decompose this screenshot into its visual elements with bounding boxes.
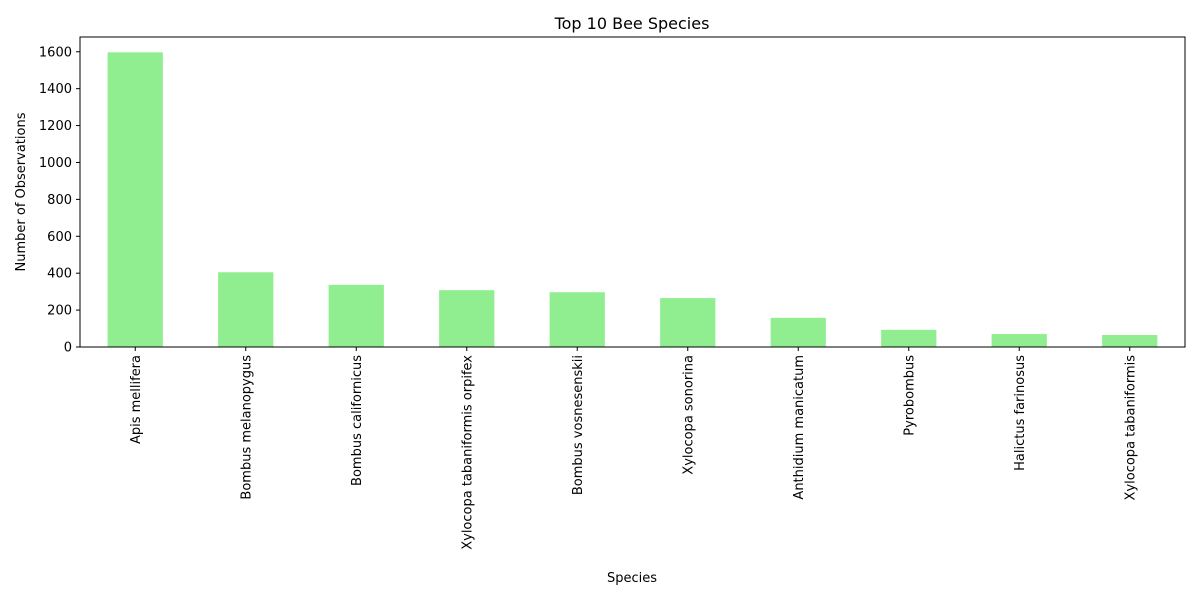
y-axis-label: Number of Observations bbox=[14, 112, 29, 271]
y-tick-label: 1400 bbox=[39, 82, 72, 97]
x-tick-label: Anthidium manicatum bbox=[792, 355, 807, 500]
y-tick-label: 1000 bbox=[39, 156, 72, 171]
chart-title: Top 10 Bee Species bbox=[554, 14, 710, 33]
y-axis: 0 200 400 600 800 1000 1200 1400 1600 bbox=[39, 45, 80, 356]
x-tick-label: Bombus melanopygus bbox=[239, 355, 254, 500]
bar bbox=[1102, 335, 1158, 347]
y-tick-label: 1600 bbox=[39, 45, 72, 60]
bar bbox=[439, 290, 495, 347]
y-tick-label: 800 bbox=[47, 193, 72, 208]
x-axis: Apis mellifera Bombus melanopygus Bombus c… bbox=[129, 347, 1138, 550]
bar bbox=[218, 272, 274, 347]
bar bbox=[881, 329, 937, 347]
bar bbox=[549, 292, 605, 347]
bar bbox=[660, 298, 716, 347]
x-tick-label: Bombus californicus bbox=[350, 355, 365, 486]
y-tick-label: 600 bbox=[47, 230, 72, 245]
bar bbox=[770, 317, 826, 347]
bars-group bbox=[107, 52, 1158, 347]
bar bbox=[107, 52, 163, 347]
bar bbox=[328, 284, 384, 347]
x-tick-label: Bombus vosnesenskii bbox=[571, 355, 586, 495]
x-tick-label: Halictus farinosus bbox=[1013, 355, 1028, 471]
y-tick-label: 400 bbox=[47, 267, 72, 282]
bar bbox=[991, 334, 1047, 347]
x-axis-label: Species bbox=[607, 571, 657, 586]
x-tick-label: Pyrobombus bbox=[902, 355, 917, 436]
plot-frame bbox=[79, 36, 1186, 348]
y-tick-label: 0 bbox=[64, 341, 72, 356]
x-tick-label: Xylocopa tabaniformis bbox=[1123, 355, 1138, 501]
y-tick-label: 200 bbox=[47, 304, 72, 319]
x-tick-label: Xylocopa tabaniformis orpifex bbox=[460, 355, 475, 550]
x-tick-label: Apis mellifera bbox=[129, 355, 144, 444]
x-tick-label: Xylocopa sonorina bbox=[681, 355, 696, 475]
y-tick-label: 1200 bbox=[39, 119, 72, 134]
